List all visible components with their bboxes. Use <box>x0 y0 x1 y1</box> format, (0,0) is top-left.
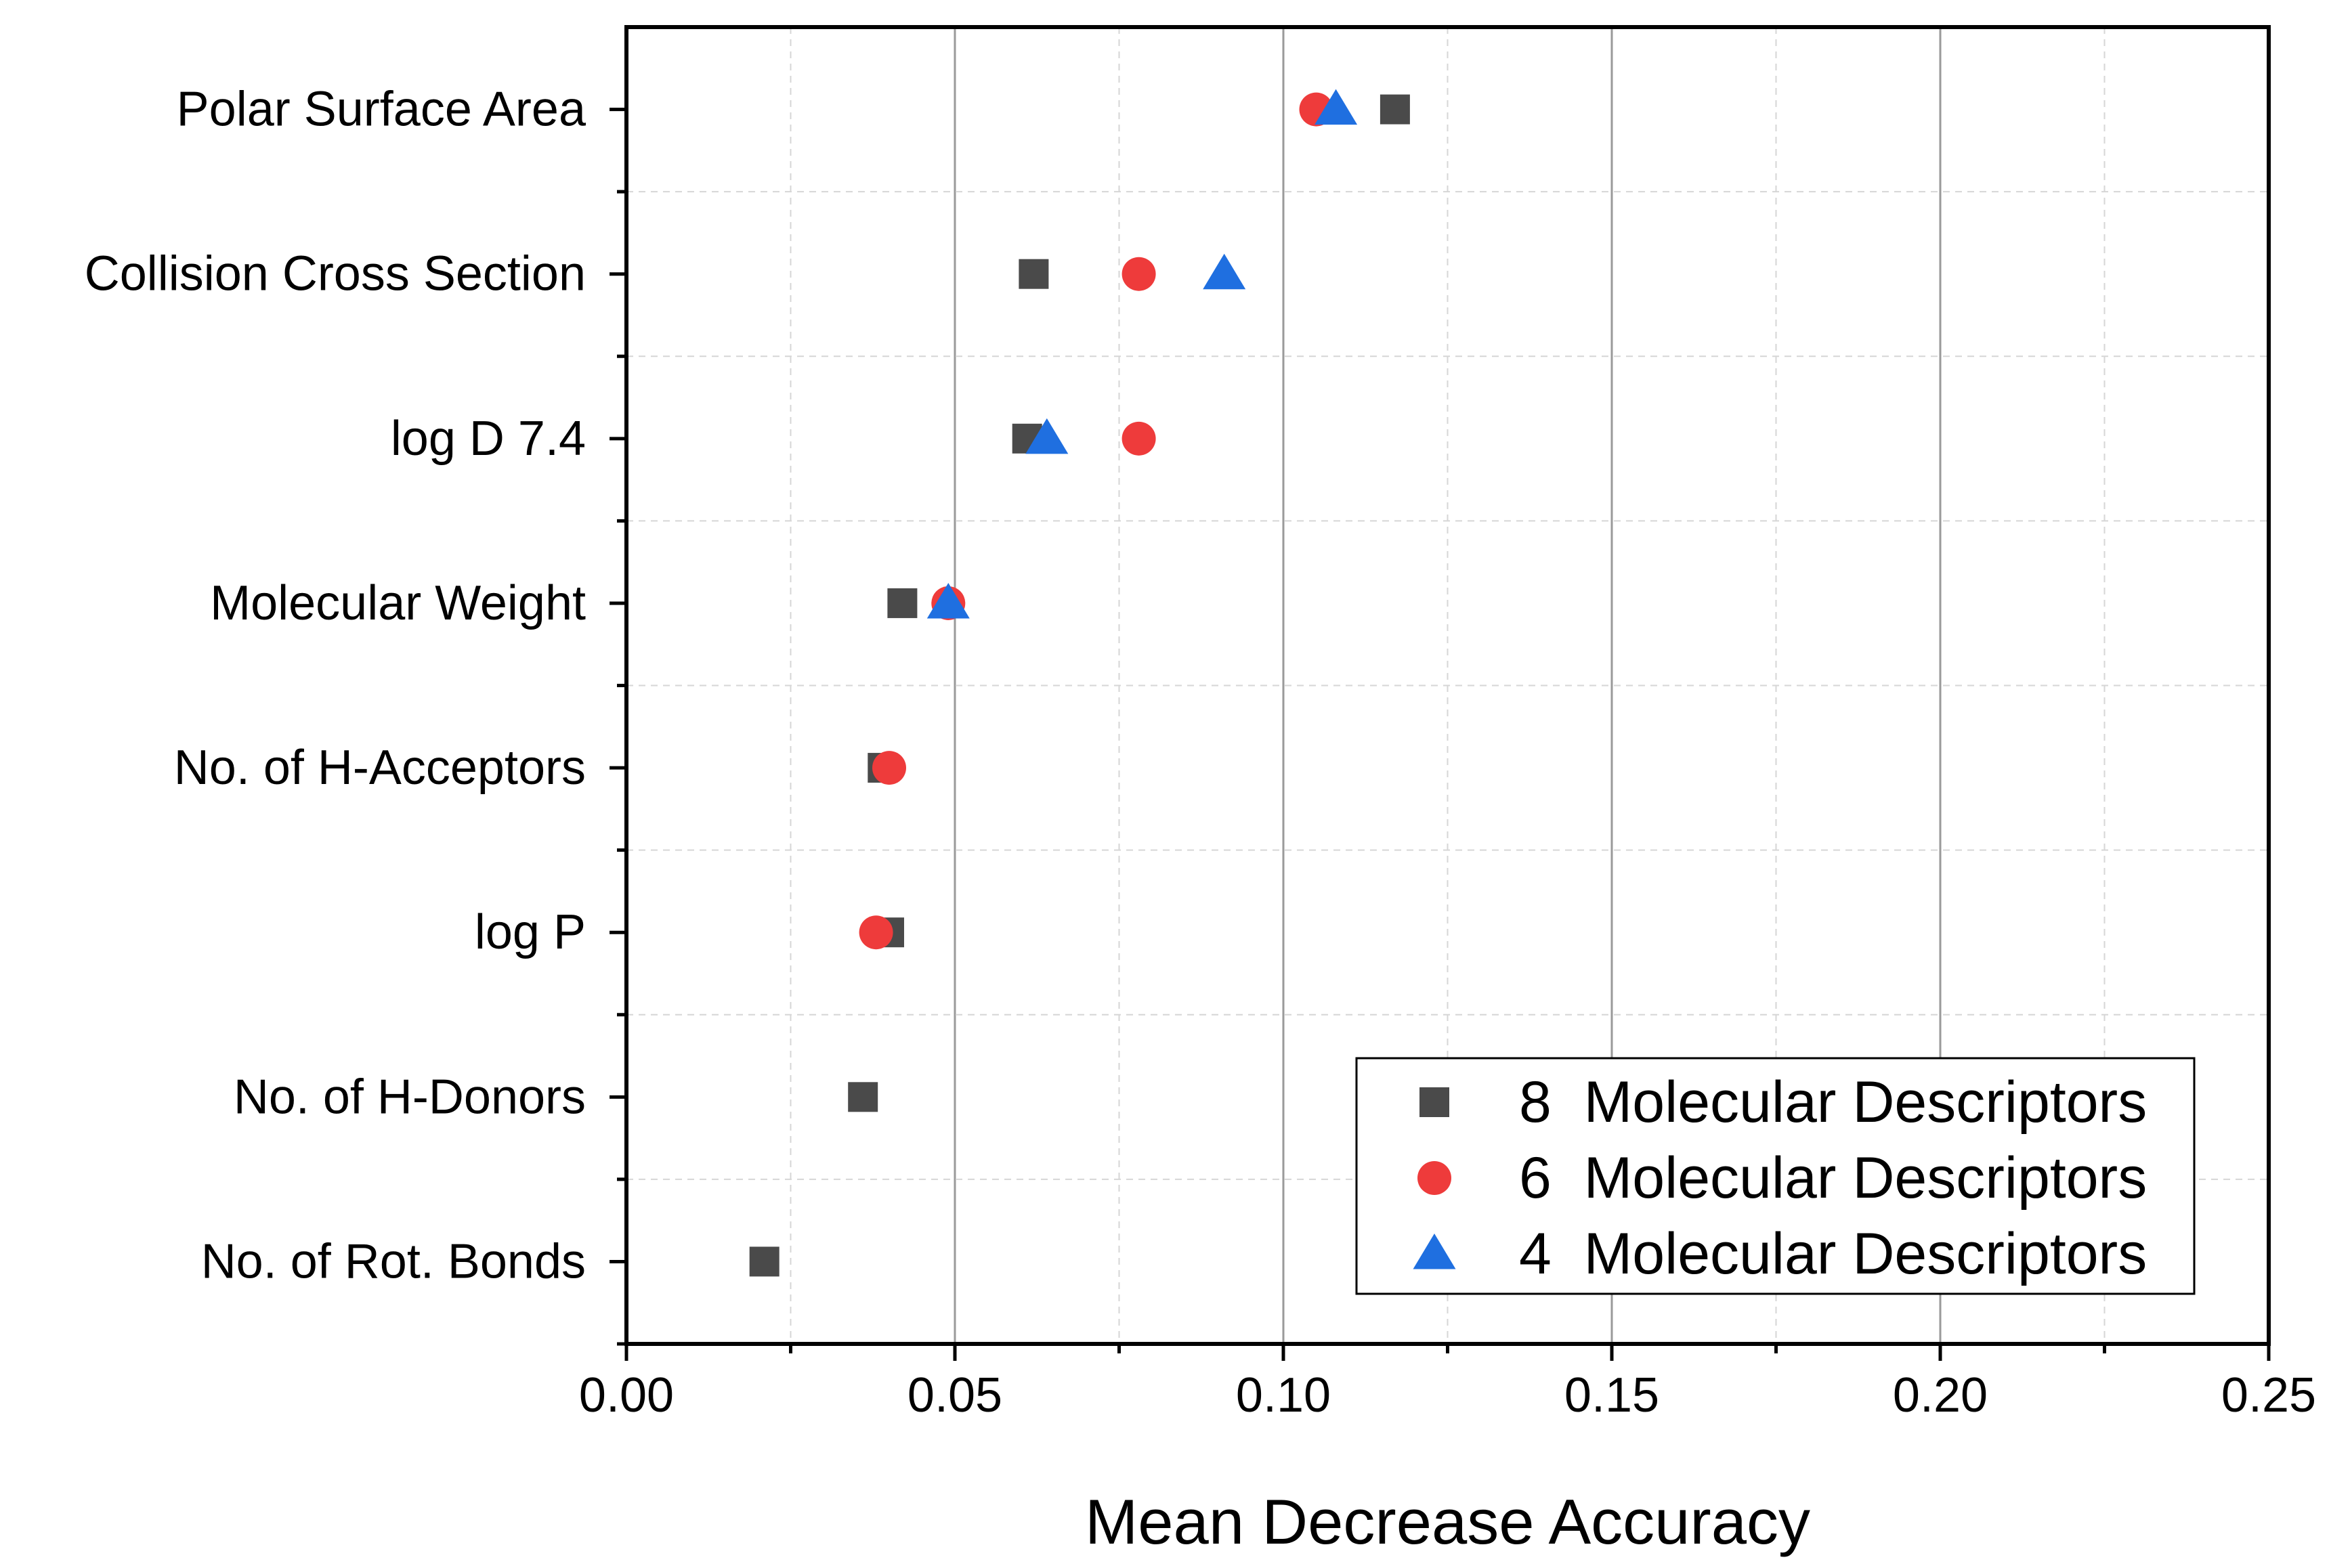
y-category-label: No. of H-Acceptors <box>174 741 586 795</box>
x-tick-label: 0.20 <box>1893 1368 1988 1422</box>
y-category-label: No. of H-Donors <box>234 1070 586 1124</box>
x-tick-label: 0.15 <box>1564 1368 1659 1422</box>
legend-box <box>1355 1057 2196 1295</box>
data-point-square <box>1019 259 1049 289</box>
data-point-triangle <box>1203 253 1246 290</box>
data-point-square <box>887 588 918 618</box>
data-points <box>749 89 1410 1277</box>
y-category-label: Collision Cross Section <box>85 247 586 301</box>
y-category-label: log P <box>475 905 586 959</box>
data-point-circle <box>1121 257 1156 291</box>
y-category-label: Polar Surface Area <box>177 83 586 137</box>
legend-marker-square <box>1419 1087 1449 1117</box>
x-axis-title: Mean Decrease Accuracy <box>1085 1486 1810 1557</box>
data-point-square <box>1380 94 1410 125</box>
x-tick-label: 0.00 <box>579 1368 674 1422</box>
y-category-label: No. of Rot. Bonds <box>201 1234 586 1288</box>
legend-label: 4 Molecular Descriptors <box>1519 1221 2147 1286</box>
legend-marker-triangle <box>1413 1234 1456 1269</box>
data-point-triangle <box>1025 418 1069 454</box>
data-point-square <box>848 1082 878 1112</box>
x-tick-label: 0.25 <box>2221 1368 2316 1422</box>
y-category-label: log D 7.4 <box>391 412 586 466</box>
legend: 8 Molecular Descriptors 6 Molecular Descr… <box>1355 1057 2196 1295</box>
data-point-triangle <box>1315 89 1358 125</box>
data-point-triangle <box>926 582 970 619</box>
x-tick-label: 0.05 <box>907 1368 1002 1422</box>
axes: Polar Surface Area Collision Cross Sectio… <box>85 25 2316 1557</box>
data-point-circle <box>872 751 906 785</box>
y-category-label: Molecular Weight <box>210 576 586 630</box>
x-tick-label: 0.10 <box>1236 1368 1331 1422</box>
data-point-square <box>749 1246 779 1277</box>
legend-label: 8 Molecular Descriptors <box>1519 1070 2147 1135</box>
legend-marker-circle <box>1417 1161 1451 1195</box>
data-point-circle <box>859 915 893 950</box>
data-point-circle <box>1121 421 1156 456</box>
legend-label: 6 Molecular Descriptors <box>1519 1146 2147 1211</box>
